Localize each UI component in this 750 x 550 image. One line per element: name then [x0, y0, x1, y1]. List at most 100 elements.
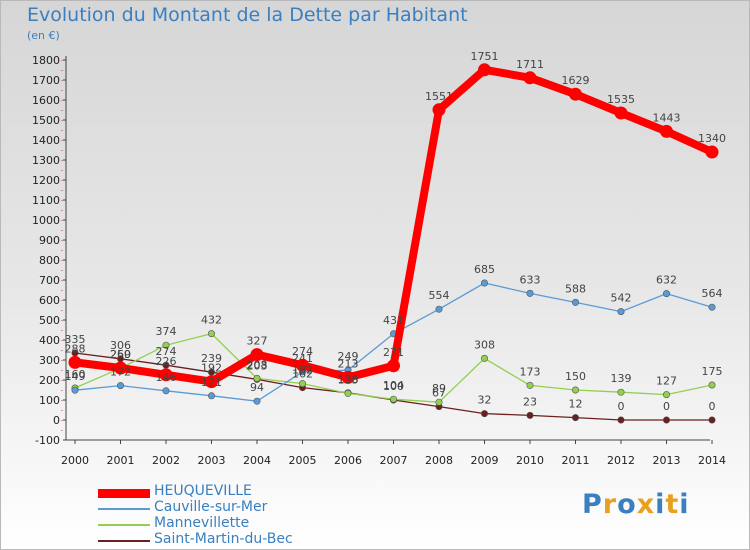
y-tick-label: 1600	[32, 94, 60, 107]
data-point	[208, 392, 216, 400]
data-label: 0	[663, 400, 670, 413]
legend-swatch	[98, 508, 150, 510]
chart-unit-label: (en €)	[27, 29, 60, 42]
y-tick-label: 1200	[32, 174, 60, 187]
data-point	[341, 370, 355, 384]
data-label: 249	[338, 350, 359, 363]
data-point	[571, 414, 579, 422]
logo-letter: P	[582, 489, 603, 520]
data-label: 104	[383, 379, 404, 392]
data-label: 203	[247, 359, 268, 372]
data-label: 182	[292, 364, 313, 377]
y-tick-label: 800	[39, 254, 60, 267]
data-point	[432, 103, 446, 117]
data-label: 149	[65, 370, 86, 383]
data-point	[526, 289, 534, 297]
data-point	[617, 308, 625, 316]
x-tick-label: 2002	[152, 454, 180, 467]
chart-title: Evolution du Montant de la Dette par Hab…	[27, 4, 468, 26]
data-label: 260	[110, 348, 131, 361]
data-label: 564	[702, 287, 723, 300]
data-point	[708, 381, 716, 389]
data-label: 306	[110, 339, 131, 352]
data-label: 432	[201, 314, 222, 327]
data-label: 89	[432, 382, 446, 395]
data-label: 208	[247, 358, 268, 371]
y-tick-label: 900	[39, 234, 60, 247]
y-tick-label: 400	[39, 334, 60, 347]
data-label: 588	[565, 282, 586, 295]
data-point	[480, 279, 488, 287]
data-label: 1551	[425, 90, 453, 103]
data-point	[159, 368, 173, 382]
logo-letter: i	[679, 489, 690, 520]
y-tick-label: 0	[53, 414, 60, 427]
y-tick-label: 1700	[32, 74, 60, 87]
y-tick-label: 1000	[32, 214, 60, 227]
data-label: 241	[292, 352, 313, 365]
data-label: 67	[432, 387, 446, 400]
data-point	[569, 87, 582, 101]
x-tick-label: 2008	[425, 454, 453, 467]
data-point	[389, 395, 397, 403]
y-tick-label: 1800	[32, 54, 60, 67]
proxiti-logo: Proxiti	[582, 489, 690, 520]
x-tick-label: 2014	[698, 454, 726, 467]
legend-label: Mannevillette	[154, 515, 250, 531]
data-point	[162, 341, 170, 349]
data-point	[705, 145, 719, 159]
data-label: 192	[201, 362, 222, 375]
data-point	[298, 380, 306, 388]
data-label: 308	[474, 338, 495, 351]
legend-label: Cauville-sur-Mer	[154, 499, 268, 515]
y-tick-label: 600	[39, 294, 60, 307]
data-label: 1629	[562, 74, 590, 87]
data-label: 173	[520, 365, 541, 378]
data-point	[253, 374, 261, 382]
data-label: 162	[292, 368, 313, 381]
y-tick-label: 200	[39, 374, 60, 387]
data-point	[344, 389, 352, 397]
data-point	[617, 388, 625, 396]
y-tick-label: 1300	[32, 154, 60, 167]
data-label: 1340	[698, 132, 726, 145]
x-tick-label: 2003	[198, 454, 226, 467]
data-label: 1711	[516, 58, 544, 71]
y-tick-label: 700	[39, 274, 60, 287]
data-label: 633	[520, 273, 541, 286]
data-label: 12	[569, 398, 583, 411]
legend-label: Saint-Martin-du-Bec	[154, 531, 293, 547]
data-label: 431	[383, 314, 404, 327]
data-label: 32	[478, 394, 492, 407]
x-tick-label: 2010	[516, 454, 544, 467]
data-point	[662, 290, 670, 298]
data-label: 0	[709, 400, 716, 413]
data-point	[708, 303, 716, 311]
data-label: 213	[338, 357, 359, 370]
data-point	[526, 381, 534, 389]
legend-swatch	[98, 524, 150, 526]
logo-letter: x	[636, 489, 656, 520]
data-point	[571, 386, 579, 394]
data-point	[478, 63, 491, 77]
y-tick-label: 1400	[32, 134, 60, 147]
data-label: 160	[65, 368, 86, 381]
data-label: 146	[156, 371, 177, 384]
data-point	[71, 386, 79, 394]
data-point	[435, 398, 443, 406]
x-tick-label: 2005	[289, 454, 317, 467]
data-label: 172	[110, 366, 131, 379]
data-label: 100	[383, 380, 404, 393]
legend-label: HEUQUEVILLE	[154, 483, 252, 499]
y-tick-label: 100	[39, 394, 60, 407]
data-label: 150	[565, 370, 586, 383]
data-point	[571, 298, 579, 306]
data-point	[205, 375, 218, 389]
data-label: 121	[201, 376, 222, 389]
y-tick-label: 1500	[32, 114, 60, 127]
data-label: 175	[702, 365, 723, 378]
data-label: 139	[611, 372, 632, 385]
x-tick-label: 2004	[243, 454, 271, 467]
